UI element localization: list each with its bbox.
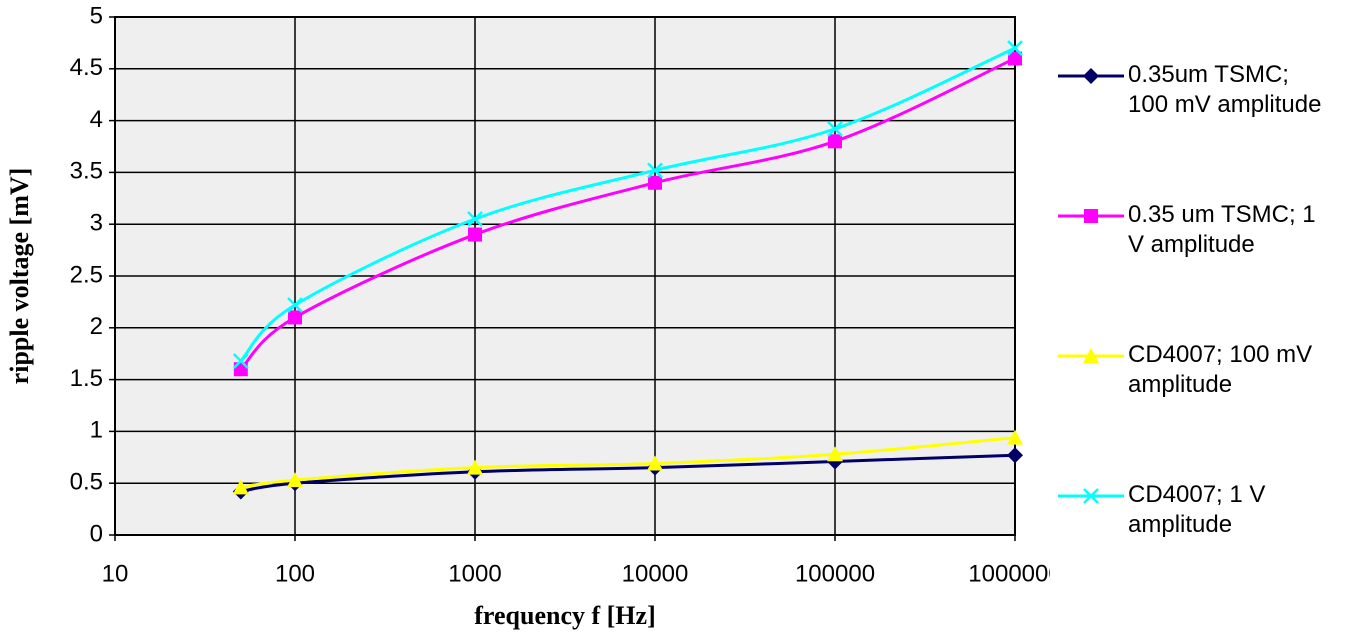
legend-label: CD4007; 1 V amplitude [1128,481,1266,538]
marker [648,175,662,190]
marker [1083,348,1099,363]
legend-label: 0.35 um TSMC; 1 V amplitude [1128,201,1316,258]
y-tick-label: 3 [90,210,103,237]
marker [647,162,663,179]
x-tick-label: 10000 [622,560,689,587]
legend-entry: 0.35um TSMC; 100 mV amplitude [1056,60,1356,120]
marker [828,134,842,149]
y-tick-label: 4 [90,106,103,133]
marker [232,479,249,495]
marker [467,459,483,475]
marker [1084,209,1098,223]
legend-swatch [1058,348,1124,363]
y-tick-label: 2.5 [70,261,103,288]
legend-entry: CD4007; 1 V amplitude [1056,480,1356,540]
marker [1007,429,1023,445]
marker [468,227,482,242]
series-line [240,436,1016,489]
chart: ripple voltage [mV] frequency f [Hz] 0 0.… [5,2,1050,630]
legend-swatch [1058,68,1124,84]
x-tick-label: 100 [275,560,315,587]
legend-entry: 0.35 um TSMC; 1 V amplitude [1056,200,1356,260]
marker [827,121,843,137]
marker [827,446,843,462]
legend: 0.35um TSMC; 100 mV amplitude 0.35 um TSM… [1056,20,1356,580]
marker [287,297,303,313]
marker [647,455,663,471]
marker [467,211,483,227]
legend-label: 0.35um TSMC; 100 mV amplitude [1128,61,1322,118]
x-tick-label: 10 [102,560,129,587]
x-tick-label: 100000 [795,560,875,587]
y-tick-label: 0.5 [70,469,103,496]
marker [1007,447,1023,464]
legend-entry: CD4007; 100 mV amplitude [1056,340,1356,400]
y-tick-label: 2 [90,313,103,340]
marker [232,353,249,369]
y-tick-label: 0 [90,520,103,547]
y-tick-label: 1.5 [70,365,103,392]
y-tick-label: 5 [90,2,103,29]
x-axis-title: frequency f [Hz] [474,601,655,630]
legend-swatch [1058,209,1124,223]
legend-label: CD4007; 100 mV amplitude [1128,341,1313,398]
marker [288,310,302,325]
y-tick-label: 1 [90,417,103,444]
y-axis-title: ripple voltage [mV] [5,168,34,385]
legend-swatch [1058,488,1124,504]
plot-border [114,16,1016,536]
y-tick-label: 3.5 [70,158,103,185]
marker [1083,488,1099,504]
marker [287,472,303,488]
marker [1007,40,1023,56]
x-tick-label: 1000 [448,560,501,587]
marker [1083,68,1099,84]
series-line [240,453,1016,493]
y-tick-label: 4.5 [70,54,103,81]
marker [1008,51,1022,66]
